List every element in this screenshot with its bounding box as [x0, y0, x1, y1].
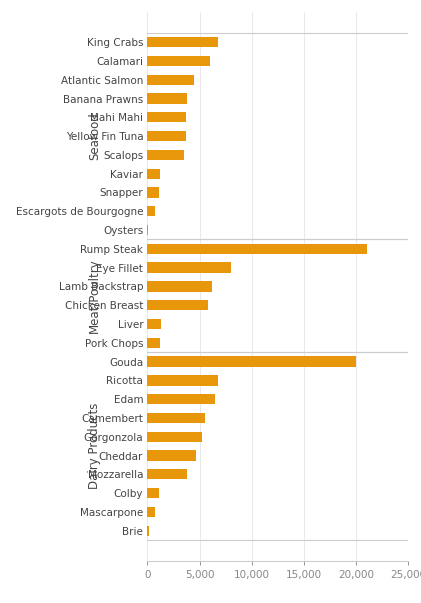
- Bar: [147, 37, 218, 48]
- Bar: [147, 356, 356, 367]
- Text: Dairy Products: Dairy Products: [88, 403, 101, 489]
- Bar: [147, 262, 231, 273]
- Bar: [147, 75, 195, 85]
- Bar: [147, 300, 208, 311]
- Bar: [147, 525, 149, 536]
- Bar: [147, 281, 212, 292]
- Bar: [147, 206, 155, 216]
- Bar: [147, 469, 187, 479]
- Bar: [147, 394, 215, 405]
- Bar: [147, 225, 148, 235]
- Bar: [147, 131, 186, 141]
- Bar: [147, 375, 218, 385]
- Bar: [147, 488, 159, 498]
- Bar: [147, 188, 159, 198]
- Bar: [147, 56, 210, 66]
- Bar: [147, 150, 184, 160]
- Bar: [147, 112, 186, 122]
- Bar: [147, 168, 160, 179]
- Bar: [147, 338, 160, 348]
- Bar: [147, 93, 187, 104]
- Bar: [147, 450, 197, 461]
- Text: Meat/Poultry: Meat/Poultry: [88, 259, 101, 333]
- Text: Seafood: Seafood: [88, 112, 101, 160]
- Bar: [147, 413, 205, 423]
- Bar: [147, 319, 161, 329]
- Bar: [147, 244, 367, 254]
- Bar: [147, 432, 202, 442]
- Bar: [147, 507, 155, 517]
